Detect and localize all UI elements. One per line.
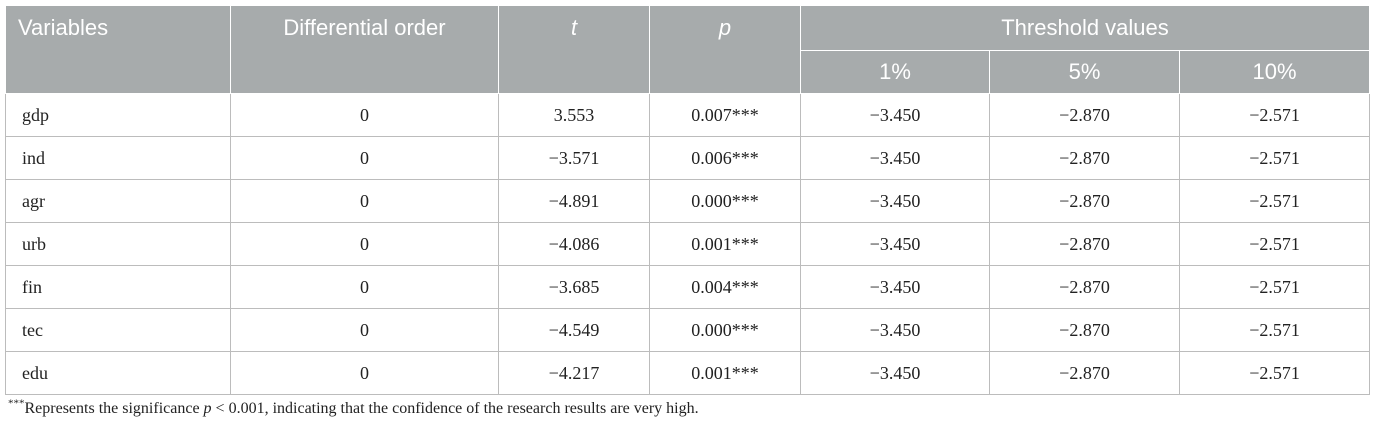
cell-order: 0 xyxy=(230,93,499,137)
cell-threshold-10pct: −2.571 xyxy=(1178,136,1371,180)
cell-order: 0 xyxy=(230,222,499,266)
cell-order: 0 xyxy=(230,351,499,395)
cell-p: 0.001*** xyxy=(649,351,801,395)
cell-t: −4.086 xyxy=(498,222,650,266)
cell-threshold-10pct: −2.571 xyxy=(1178,265,1371,309)
header-p: p xyxy=(649,5,801,94)
cell-threshold-5pct: −2.870 xyxy=(989,136,1180,180)
cell-threshold-1pct: −3.450 xyxy=(800,265,990,309)
cell-t: −3.685 xyxy=(498,265,650,309)
results-table: Variables Differential order t p Thresho… xyxy=(5,5,1371,395)
cell-threshold-5pct: −2.870 xyxy=(989,179,1180,223)
cell-threshold-5pct: −2.870 xyxy=(989,265,1180,309)
footnote-text-before: Represents the significance xyxy=(24,400,204,417)
cell-threshold-5pct: −2.870 xyxy=(989,351,1180,395)
cell-threshold-10pct: −2.571 xyxy=(1178,351,1371,395)
table-row: tec 0 −4.549 0.000*** −3.450 −2.870 −2.5… xyxy=(5,308,1371,352)
cell-variable: agr xyxy=(5,179,231,223)
footnote-marker: *** xyxy=(8,397,25,410)
cell-p: 0.000*** xyxy=(649,308,801,352)
cell-variable: ind xyxy=(5,136,231,180)
cell-t: −4.549 xyxy=(498,308,650,352)
cell-threshold-10pct: −2.571 xyxy=(1178,179,1371,223)
cell-threshold-1pct: −3.450 xyxy=(800,351,990,395)
cell-threshold-1pct: −3.450 xyxy=(800,179,990,223)
header-threshold-values: Threshold values xyxy=(799,5,1371,51)
cell-variable: edu xyxy=(5,351,231,395)
header-differential-order: Differential order xyxy=(230,5,499,94)
cell-t: −4.217 xyxy=(498,351,650,395)
cell-order: 0 xyxy=(230,179,499,223)
cell-order: 0 xyxy=(230,308,499,352)
cell-variable: fin xyxy=(5,265,231,309)
cell-t: −4.891 xyxy=(498,179,650,223)
header-t: t xyxy=(498,5,650,94)
cell-p: 0.001*** xyxy=(649,222,801,266)
table-row: gdp 0 3.553 0.007*** −3.450 −2.870 −2.57… xyxy=(5,93,1371,137)
cell-threshold-5pct: −2.870 xyxy=(989,93,1180,137)
header-threshold-5pct: 5% xyxy=(989,50,1180,94)
cell-order: 0 xyxy=(230,265,499,309)
cell-threshold-10pct: −2.571 xyxy=(1178,222,1371,266)
cell-variable: urb xyxy=(5,222,231,266)
cell-t: −3.571 xyxy=(498,136,650,180)
header-variables: Variables xyxy=(5,5,231,94)
cell-threshold-5pct: −2.870 xyxy=(989,308,1180,352)
cell-threshold-1pct: −3.450 xyxy=(800,308,990,352)
cell-p: 0.004*** xyxy=(649,265,801,309)
cell-p: 0.006*** xyxy=(649,136,801,180)
footnote-text-after: < 0.001, indicating that the confidence … xyxy=(211,400,699,417)
cell-variable: gdp xyxy=(5,93,231,137)
table-row: edu 0 −4.217 0.001*** −3.450 −2.870 −2.5… xyxy=(5,351,1371,395)
table-container: Variables Differential order t p Thresho… xyxy=(5,5,1371,395)
cell-threshold-1pct: −3.450 xyxy=(800,93,990,137)
cell-p: 0.000*** xyxy=(649,179,801,223)
cell-t: 3.553 xyxy=(498,93,650,137)
footnote-p-symbol: p xyxy=(203,400,212,417)
table-row: urb 0 −4.086 0.001*** −3.450 −2.870 −2.5… xyxy=(5,222,1371,266)
cell-threshold-10pct: −2.571 xyxy=(1178,93,1371,137)
cell-variable: tec xyxy=(5,308,231,352)
cell-threshold-1pct: −3.450 xyxy=(800,136,990,180)
table-row: agr 0 −4.891 0.000*** −3.450 −2.870 −2.5… xyxy=(5,179,1371,223)
table-row: ind 0 −3.571 0.006*** −3.450 −2.870 −2.5… xyxy=(5,136,1371,180)
cell-order: 0 xyxy=(230,136,499,180)
cell-p: 0.007*** xyxy=(649,93,801,137)
table-row: fin 0 −3.685 0.004*** −3.450 −2.870 −2.5… xyxy=(5,265,1371,309)
cell-threshold-1pct: −3.450 xyxy=(800,222,990,266)
table-footnote: ***Represents the significance p < 0.001… xyxy=(8,397,699,418)
header-threshold-1pct: 1% xyxy=(800,50,990,94)
cell-threshold-10pct: −2.571 xyxy=(1178,308,1371,352)
cell-threshold-5pct: −2.870 xyxy=(989,222,1180,266)
header-threshold-10pct: 10% xyxy=(1178,50,1371,94)
